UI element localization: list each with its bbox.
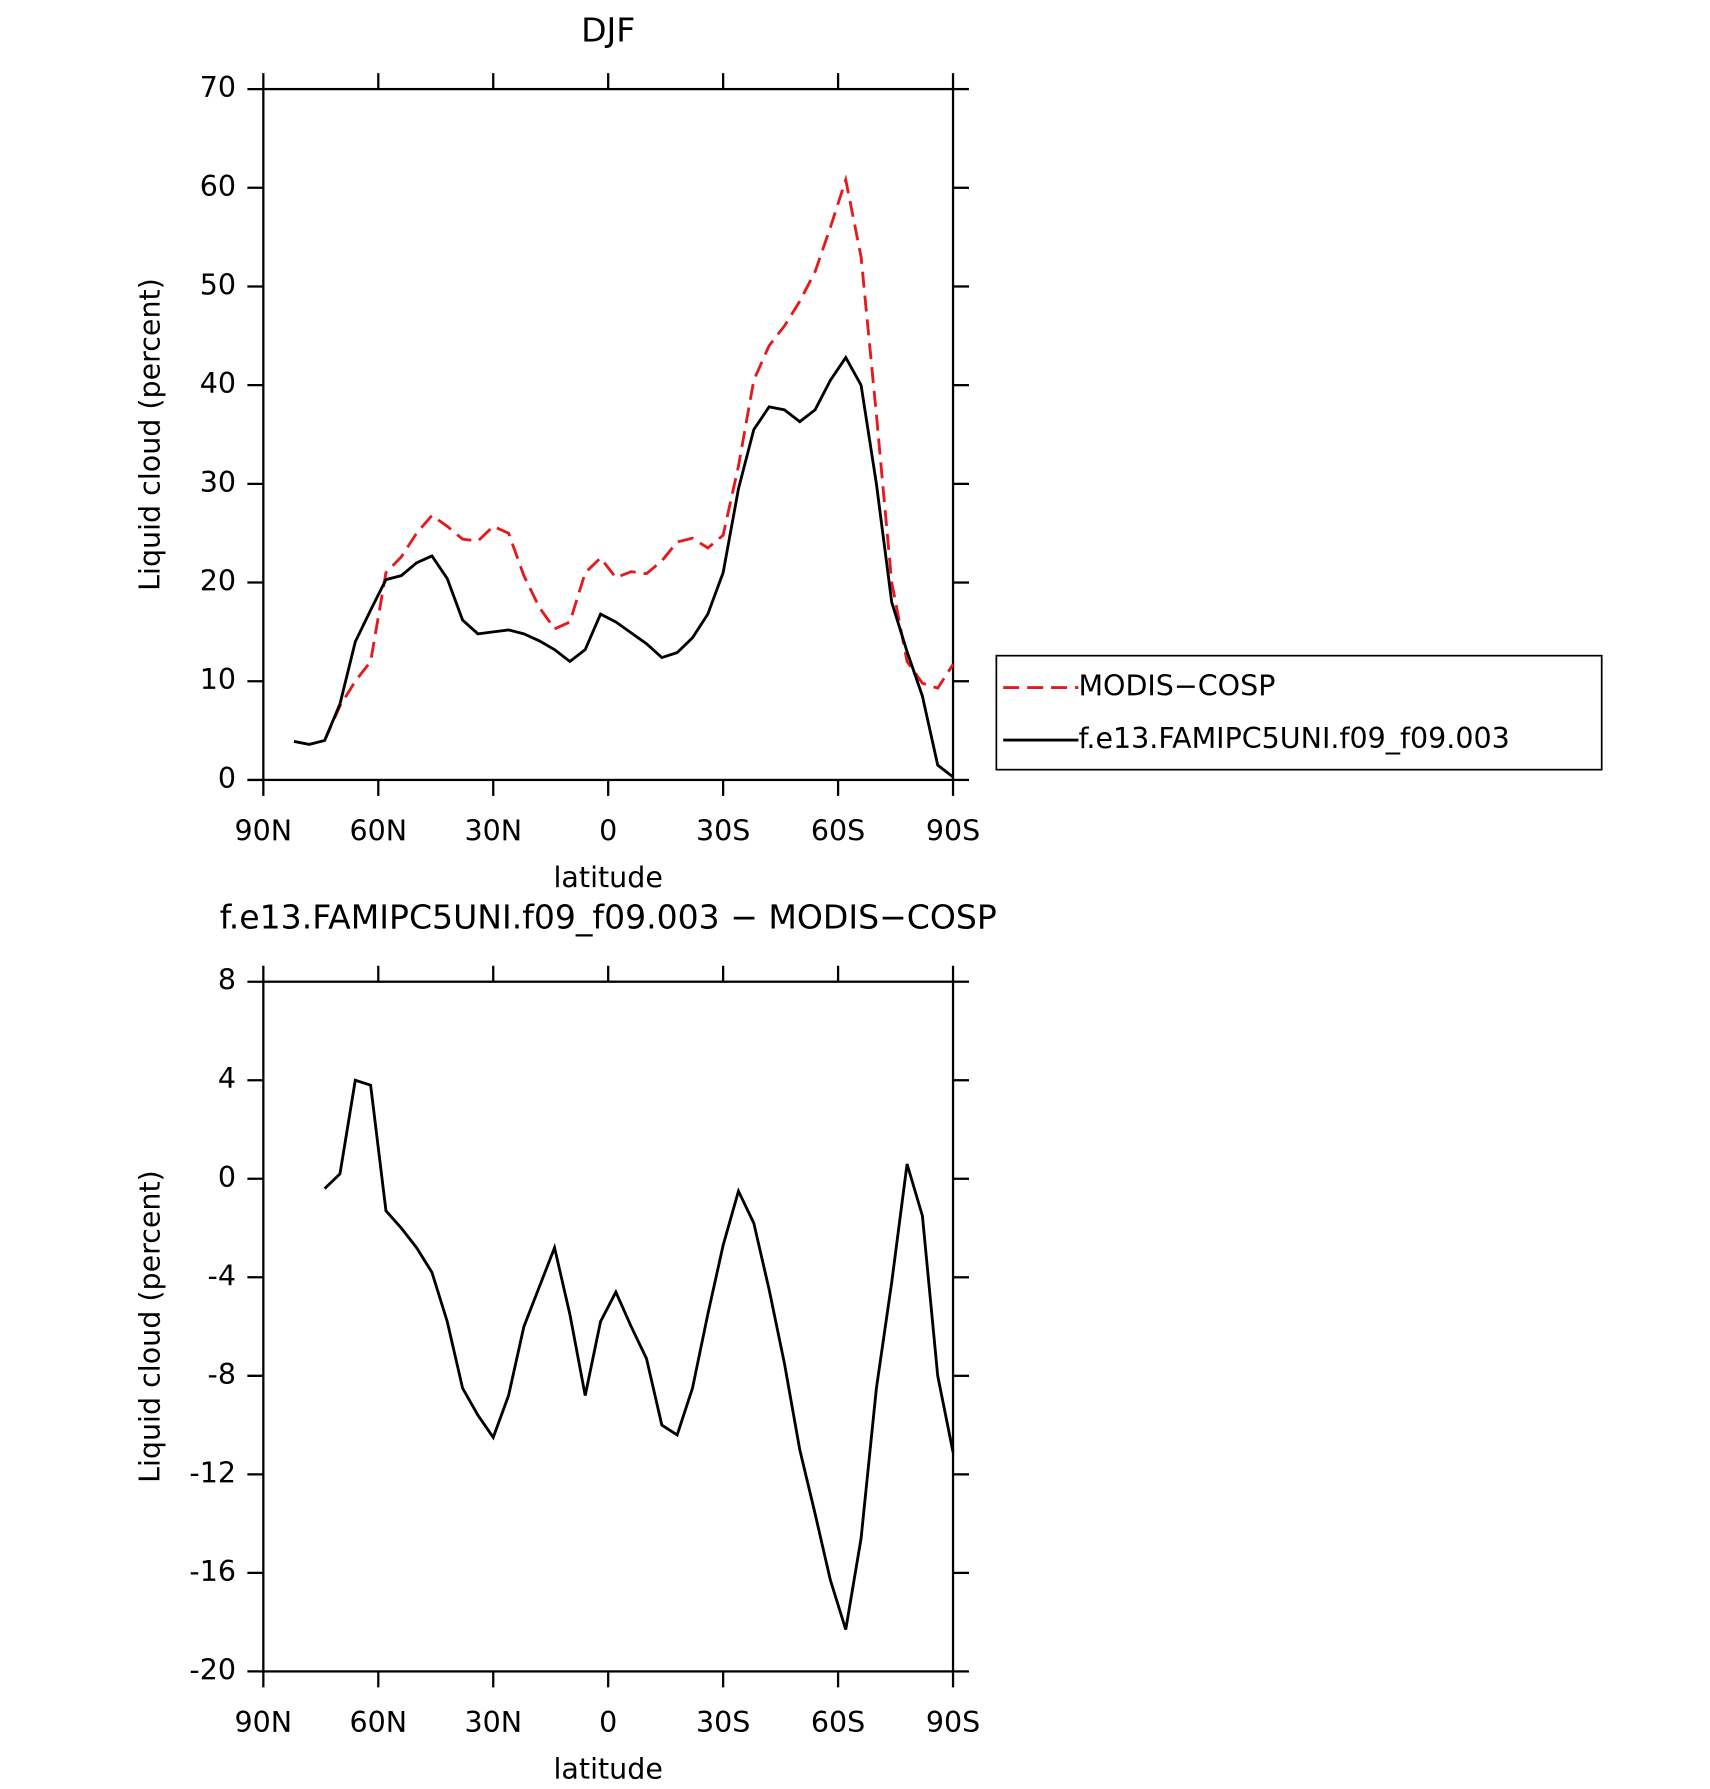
chart-title: DJF <box>581 11 635 50</box>
data-line <box>323 174 955 742</box>
y-tick-label: -8 <box>208 1358 236 1391</box>
data-line <box>323 1078 955 1630</box>
y-tick-label: 10 <box>200 663 236 696</box>
legend-box <box>995 654 1603 771</box>
y-tick-label: 60 <box>200 170 236 203</box>
y-tick-label: 0 <box>218 762 236 795</box>
y-tick-label: -20 <box>189 1653 236 1686</box>
legend-label: f.e13.FAMIPC5UNI.f09_f09.003 <box>1078 722 1509 755</box>
x-tick-label: 60S <box>811 1706 865 1739</box>
x-tick-label: 0 <box>599 814 617 847</box>
y-tick-label: 0 <box>218 1161 236 1194</box>
y-tick-label: 40 <box>200 367 236 400</box>
y-tick-label: 20 <box>200 565 236 598</box>
y-tick-label: 4 <box>218 1062 236 1095</box>
x-tick-label: 90S <box>926 814 980 847</box>
x-tick-label: 90N <box>235 1706 293 1739</box>
y-axis-label: Liquid cloud (percent) <box>134 278 167 591</box>
x-tick-label: 60S <box>811 814 865 847</box>
y-axis-label: Liquid cloud (percent) <box>134 1170 167 1483</box>
chart-title: f.e13.FAMIPC5UNI.f09_f09.003 − MODIS−COS… <box>220 898 997 937</box>
x-tick-label: 30N <box>464 1706 522 1739</box>
x-tick-label: 60N <box>349 1706 407 1739</box>
y-tick-label: -4 <box>208 1259 236 1292</box>
data-line <box>293 354 954 779</box>
x-tick-label: 0 <box>599 1706 617 1739</box>
y-tick-label: 50 <box>200 268 236 301</box>
y-tick-label: -12 <box>189 1456 236 1489</box>
x-tick-label: 30S <box>696 814 750 847</box>
y-tick-label: 30 <box>200 466 236 499</box>
y-tick-label: 70 <box>200 71 236 104</box>
y-tick-label: 8 <box>218 964 236 997</box>
x-tick-label: 30S <box>696 1706 750 1739</box>
legend-label: MODIS−COSP <box>1078 670 1275 703</box>
x-tick-label: 90N <box>235 814 293 847</box>
x-tick-label: 60N <box>349 814 407 847</box>
y-tick-label: -16 <box>189 1555 236 1588</box>
x-tick-label: 90S <box>926 1706 980 1739</box>
x-tick-label: 30N <box>464 814 522 847</box>
x-axis-label: latitude <box>554 861 663 894</box>
x-axis-label: latitude <box>554 1753 663 1786</box>
